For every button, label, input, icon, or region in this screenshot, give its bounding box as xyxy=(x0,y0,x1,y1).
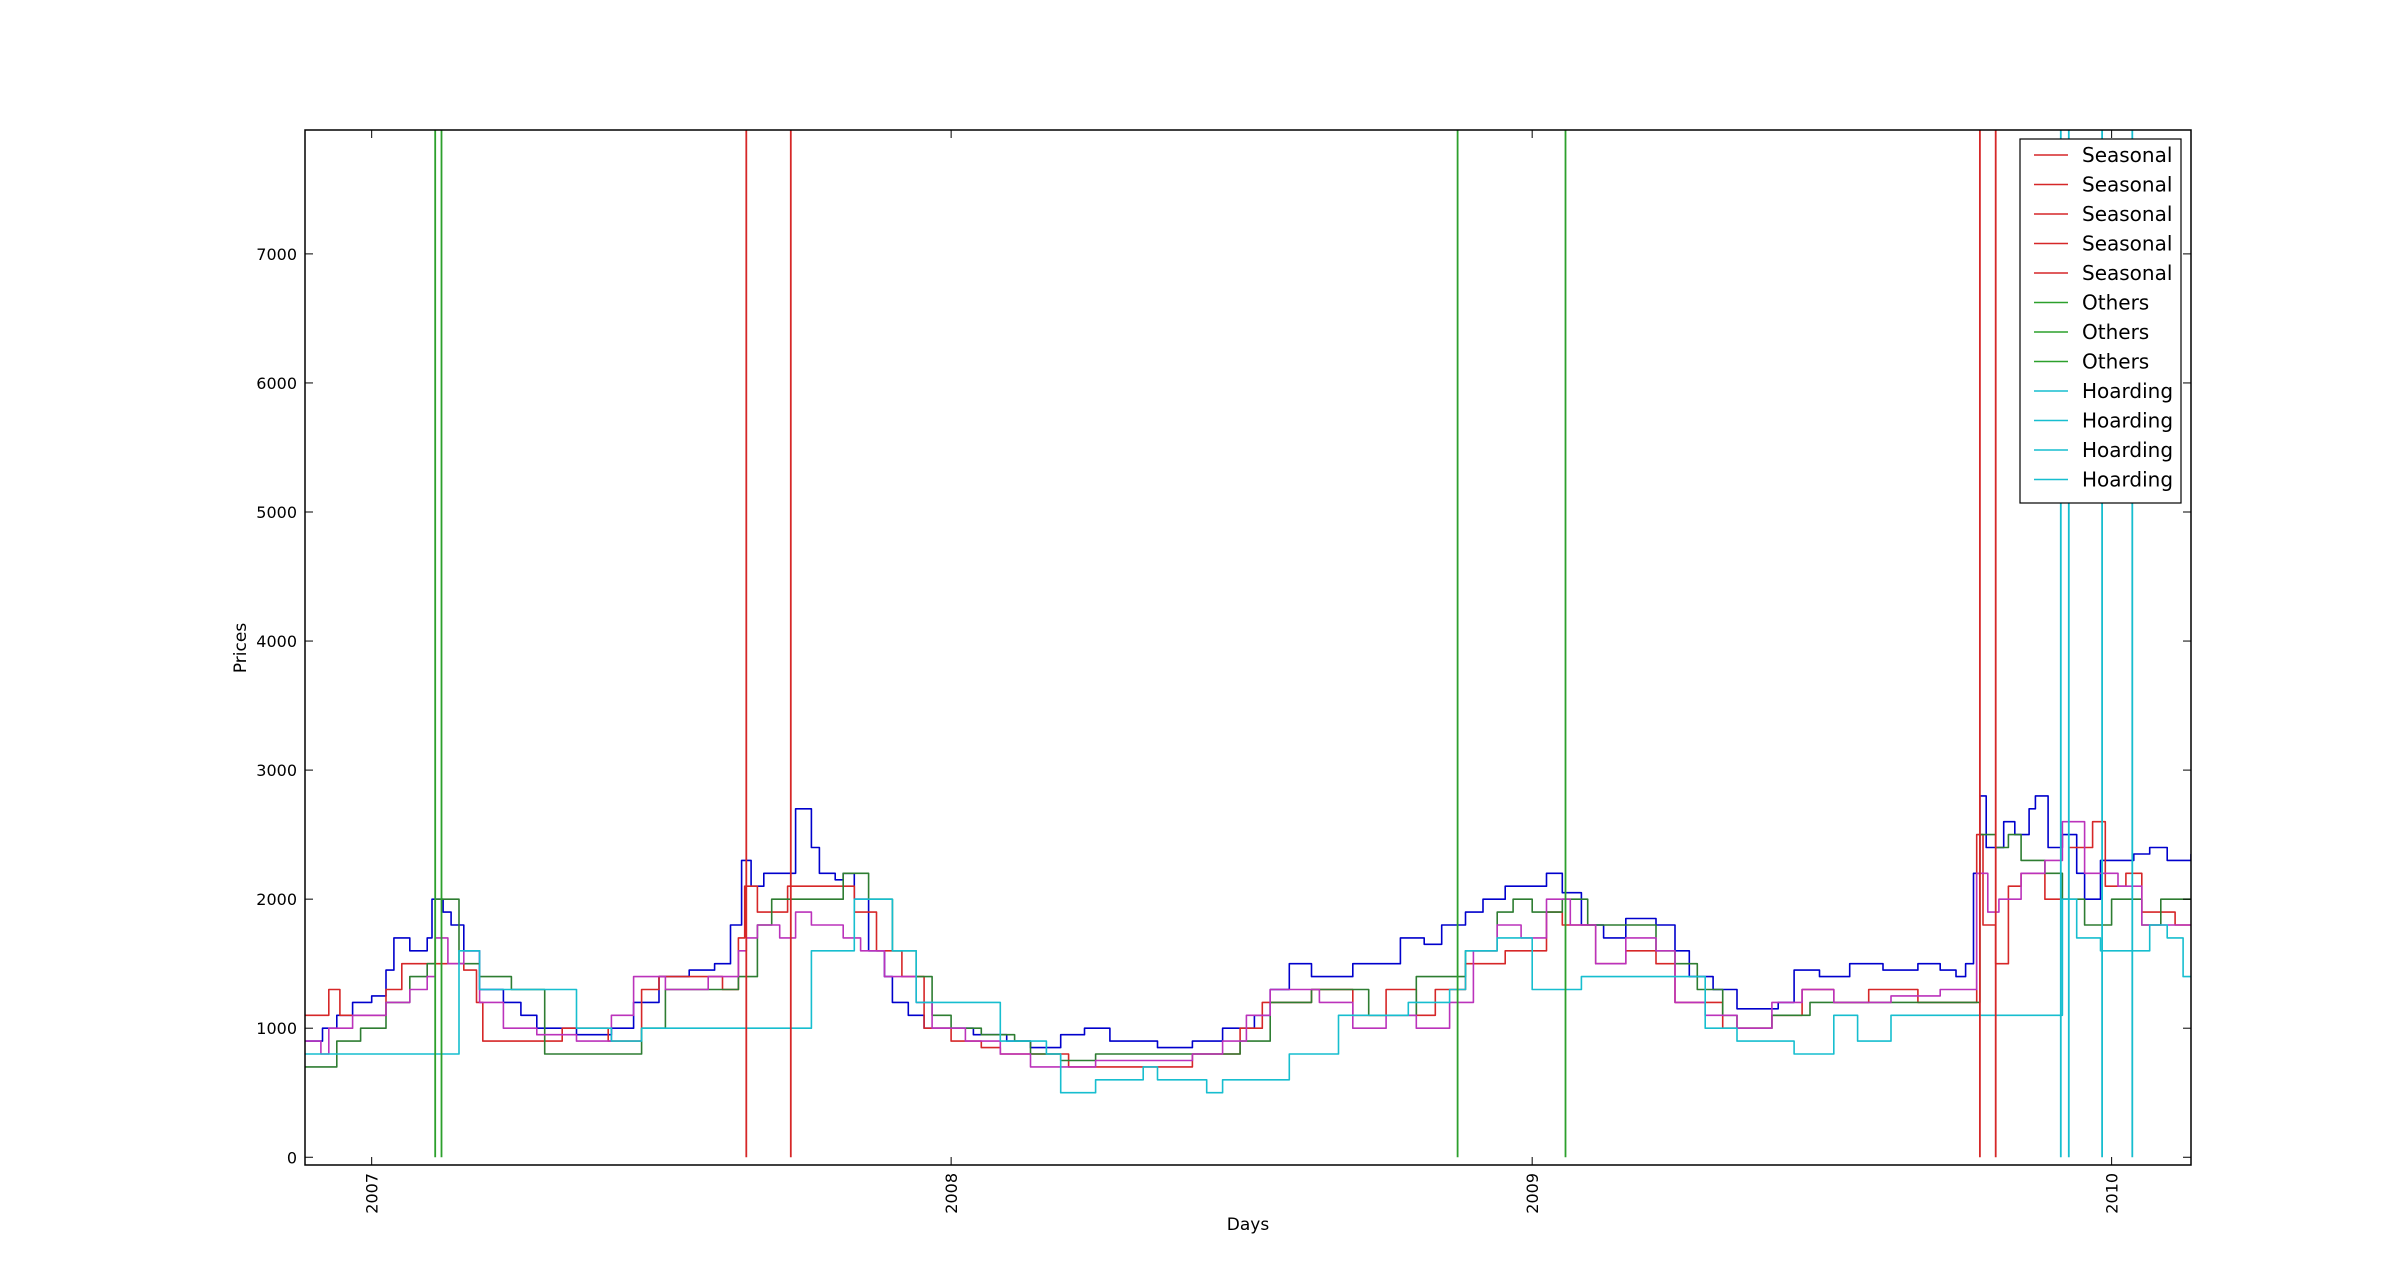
price-series-line-5 xyxy=(305,898,2191,1094)
legend-item-seasonal: Seasonal xyxy=(2034,143,2172,167)
plot-frame xyxy=(304,129,2192,1166)
legend-item-seasonal: Seasonal xyxy=(2034,202,2172,226)
x-axis-label: Days xyxy=(1227,1215,1270,1235)
legend-box xyxy=(2019,138,2182,504)
legend-label: Others xyxy=(2082,350,2149,374)
legend-label: Others xyxy=(2082,320,2149,344)
legend-label: Seasonal xyxy=(2082,232,2172,256)
legend: Seasonal Seasonal Seasonal Seasonal Seasonal… xyxy=(2019,138,2182,504)
y-tick-label: 5000 xyxy=(256,503,297,522)
y-tick-label: 1000 xyxy=(256,1019,297,1038)
legend-label: Seasonal xyxy=(2082,202,2172,226)
x-tick-label: 2009 xyxy=(1523,1173,1542,1214)
legend-item-seasonal: Seasonal xyxy=(2034,261,2172,285)
legend-item-hoarding: Hoarding xyxy=(2034,468,2173,492)
legend-item-others: Others xyxy=(2034,291,2149,315)
price-series-line-4 xyxy=(305,820,2191,1068)
y-tick-label: 2000 xyxy=(256,890,297,909)
price-series-line-1 xyxy=(305,795,2191,1049)
legend-item-hoarding: Hoarding xyxy=(2034,409,2173,433)
y-axis: 0 1000 2000 3000 4000 5000 6000 7000 xyxy=(256,245,2191,1167)
legend-item-seasonal: Seasonal xyxy=(2034,232,2172,256)
y-axis-label: Prices xyxy=(231,623,251,673)
legend-label: Hoarding xyxy=(2082,409,2173,433)
legend-item-hoarding: Hoarding xyxy=(2034,379,2173,403)
legend-item-seasonal: Seasonal xyxy=(2034,173,2172,197)
legend-label: Hoarding xyxy=(2082,468,2173,492)
legend-label: Hoarding xyxy=(2082,438,2173,462)
legend-label: Hoarding xyxy=(2082,379,2173,403)
x-axis: 2007 2008 2009 2010 xyxy=(363,130,2122,1214)
legend-item-others: Others xyxy=(2034,320,2149,344)
legend-label: Others xyxy=(2082,291,2149,315)
y-tick-label: 0 xyxy=(287,1148,297,1167)
x-tick-label: 2010 xyxy=(2103,1173,2122,1214)
plot-area xyxy=(305,130,2191,1158)
y-tick-label: 4000 xyxy=(256,632,297,651)
legend-label: Seasonal xyxy=(2082,261,2172,285)
x-tick-label: 2007 xyxy=(363,1173,382,1214)
y-tick-label: 6000 xyxy=(256,374,297,393)
y-tick-label: 3000 xyxy=(256,761,297,780)
legend-item-others: Others xyxy=(2034,350,2149,374)
legend-label: Seasonal xyxy=(2082,173,2172,197)
x-tick-label: 2008 xyxy=(942,1173,961,1214)
legend-item-hoarding: Hoarding xyxy=(2034,438,2173,462)
y-tick-label: 7000 xyxy=(256,245,297,264)
legend-label: Seasonal xyxy=(2082,143,2172,167)
